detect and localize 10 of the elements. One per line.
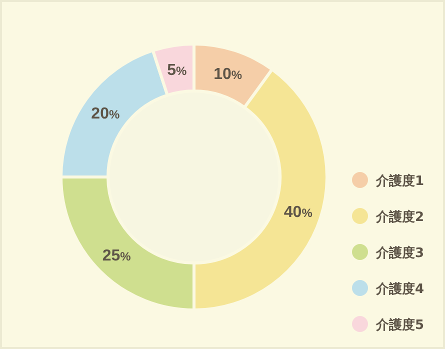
legend-label: 介護度4 [375, 281, 424, 297]
data-label: 25% [102, 247, 132, 264]
data-label: 10% [214, 66, 242, 83]
data-label: 5% [167, 62, 187, 79]
legend-label: 介護度2 [375, 209, 424, 225]
legend-label: 介護度3 [375, 245, 424, 261]
data-label: 40% [284, 204, 313, 221]
legend-label: 介護度1 [375, 173, 424, 189]
data-label: 20% [91, 106, 120, 123]
legend-label: 介護度5 [375, 317, 424, 333]
